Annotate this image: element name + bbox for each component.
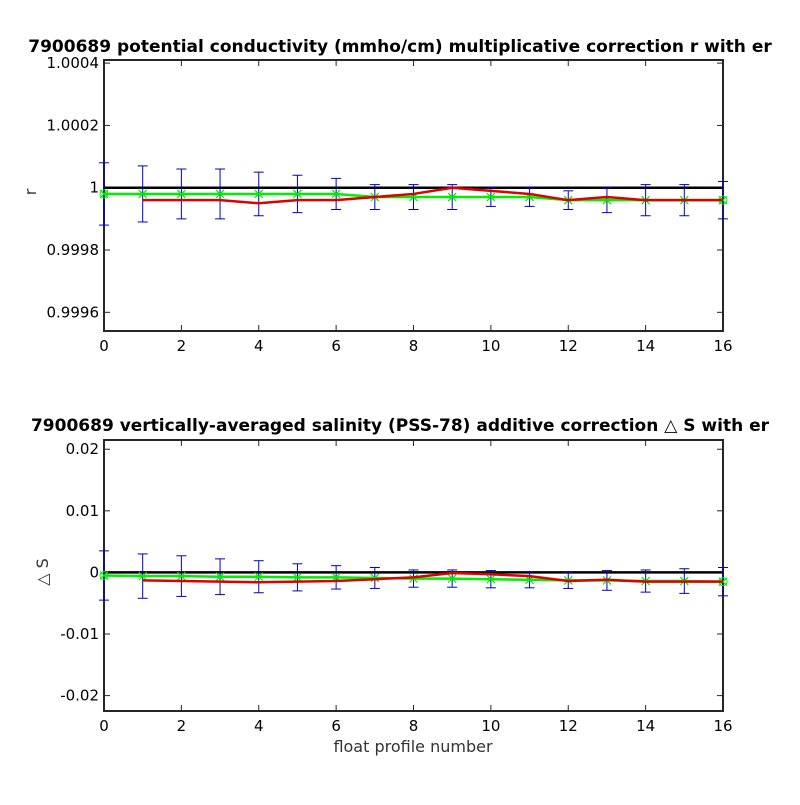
green-series-point xyxy=(215,572,225,582)
y-tick-label: 1 xyxy=(89,179,99,197)
green-series-point xyxy=(138,571,148,581)
chart-title-r: 7900689 potential conductivity (mmho/cm)… xyxy=(28,37,772,57)
green-series-point xyxy=(331,189,341,199)
x-tick-label: 12 xyxy=(559,717,578,735)
x-tick-label: 4 xyxy=(254,717,264,735)
red-series-line xyxy=(142,186,723,205)
x-tick-label: 0 xyxy=(99,717,109,735)
x-tick-label: 0 xyxy=(99,337,109,355)
x-tick-label: 16 xyxy=(713,337,732,355)
green-series-point xyxy=(176,189,186,199)
y-tick-label: 0.9996 xyxy=(47,303,100,321)
x-tick-label: 10 xyxy=(481,337,500,355)
y-tick-label: -0.02 xyxy=(60,687,99,705)
y-tick-label: 1.0004 xyxy=(47,54,100,72)
chart-title-delta-s: 7900689 vertically-averaged salinity (PS… xyxy=(31,416,770,436)
y-tick-label: 0.01 xyxy=(66,502,99,520)
x-tick-label: 4 xyxy=(254,337,264,355)
salinity-correction-panel: 7900689 vertically-averaged salinity (PS… xyxy=(31,416,770,756)
red-series-line xyxy=(142,571,723,584)
x-tick-label: 2 xyxy=(177,337,187,355)
x-tick-label: 12 xyxy=(559,337,578,355)
y-axis-label-delta-s: △ S xyxy=(33,558,52,586)
x-tick-label: 16 xyxy=(713,717,732,735)
green-series-point xyxy=(254,189,264,199)
green-series-endpoint xyxy=(99,571,109,580)
y-tick-label: 0.02 xyxy=(66,440,99,458)
y-axis-label-r: r xyxy=(21,188,40,195)
x-tick-label: 6 xyxy=(331,337,341,355)
green-series-point xyxy=(293,189,302,199)
y-tick-label: -0.01 xyxy=(60,625,99,643)
conductivity-correction-panel: 7900689 potential conductivity (mmho/cm)… xyxy=(21,37,772,355)
x-tick-label: 2 xyxy=(177,717,187,735)
x-tick-label: 6 xyxy=(331,717,341,735)
x-tick-label: 8 xyxy=(409,717,419,735)
green-series-point xyxy=(447,192,457,202)
green-series-point xyxy=(447,574,457,584)
y-tick-label: 0.9998 xyxy=(47,241,100,259)
green-series-point xyxy=(254,572,264,582)
green-series-point xyxy=(176,571,186,581)
y-tick-label: 0 xyxy=(89,563,99,581)
y-tick-label: 1.0002 xyxy=(47,116,100,134)
x-tick-label: 10 xyxy=(481,717,500,735)
green-series-point xyxy=(486,192,496,202)
green-series-endpoint xyxy=(99,189,109,199)
green-series-point xyxy=(486,574,496,584)
x-axis-label: float profile number xyxy=(333,737,493,756)
x-tick-label: 14 xyxy=(636,717,655,735)
x-tick-label: 14 xyxy=(636,337,655,355)
green-series-point xyxy=(293,572,302,582)
green-series-point xyxy=(215,189,225,199)
x-tick-label: 8 xyxy=(409,337,419,355)
green-series-point xyxy=(138,189,148,199)
